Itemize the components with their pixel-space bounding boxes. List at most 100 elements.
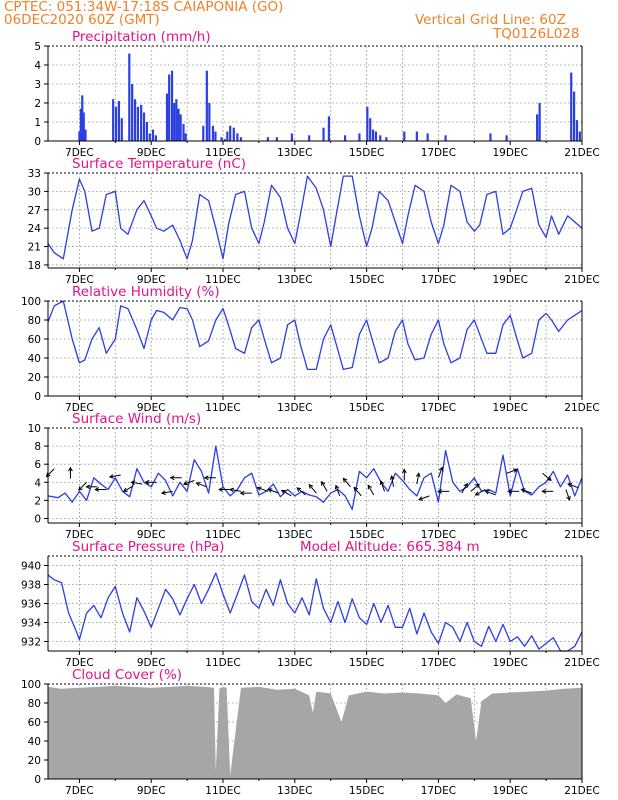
precip-xtick-label: 13DEC	[277, 147, 312, 159]
precip-bar	[415, 131, 418, 141]
precip-xtick-label: 21DEC	[564, 147, 599, 159]
precip-xtick-label: 19DEC	[492, 147, 527, 159]
precip-bar	[136, 106, 140, 141]
wind-arrow-head	[484, 490, 490, 495]
cloud-xtick-label: 15DEC	[349, 785, 384, 797]
wind-arrow	[131, 481, 143, 485]
wind-arrow	[308, 484, 317, 494]
precip-bar	[403, 131, 406, 141]
wind-arrow-head	[78, 486, 83, 491]
temp-ytick-label: 21	[28, 242, 41, 254]
wind-arrow-head	[203, 475, 209, 481]
wind-arrow	[257, 487, 269, 492]
precip-ytick-label: 5	[34, 41, 41, 53]
wind-arrow-head	[45, 472, 51, 478]
precip-bar	[112, 99, 115, 141]
press-xtick-label: 13DEC	[277, 657, 312, 669]
precip-xtick-label: 15DEC	[349, 147, 384, 159]
precip-bar	[266, 137, 269, 141]
wind-arrow-head	[546, 476, 552, 481]
press-xtick-label: 17DEC	[421, 657, 456, 669]
precip-bar	[573, 91, 576, 141]
precip-ytick-label: 4	[34, 60, 41, 72]
cloud-xtick-label: 19DEC	[492, 785, 527, 797]
wind-arrow-head	[108, 474, 114, 479]
precip-bar	[117, 101, 121, 141]
wind-arrow	[461, 483, 468, 494]
precip-bar	[226, 131, 229, 141]
wind-arrow	[542, 472, 552, 481]
cloud-xtick-label: 21DEC	[564, 785, 599, 797]
precip-bar	[179, 114, 182, 141]
precip-bar	[202, 125, 205, 141]
precip-bar	[128, 53, 131, 141]
precip-bar	[308, 135, 311, 141]
rh-ytick-label: 80	[28, 315, 41, 327]
temp-panel-title: Surface Temperature (nC)	[72, 156, 246, 172]
precip-bar	[239, 137, 243, 141]
wind-arrow-head	[507, 488, 512, 494]
wind-xtick-label: 11DEC	[205, 529, 240, 541]
precip-bar	[379, 135, 382, 141]
precip-bar	[366, 106, 369, 141]
precip-bar	[327, 116, 331, 141]
precip-bar	[154, 135, 157, 141]
wind-arrow-head	[418, 496, 424, 501]
temp-xtick-label: 19DEC	[492, 274, 527, 286]
wind-arrow-head	[401, 468, 407, 474]
wind-arrow-head	[415, 472, 421, 478]
wind-arrow	[485, 490, 497, 496]
cloud-xtick-label: 13DEC	[277, 785, 312, 797]
wind-arrow	[230, 488, 242, 492]
wind-arrow-head	[438, 466, 444, 472]
press-panel-title: Surface Pressure (hPa)	[72, 539, 225, 555]
precip-bar	[290, 133, 294, 141]
precip-bar	[358, 133, 361, 141]
wind-arrow-head	[379, 480, 385, 486]
cloud-ytick-label: 100	[21, 679, 41, 691]
temp-ytick-label: 33	[28, 168, 41, 180]
precip-ytick-label: 0	[34, 136, 41, 148]
wind-arrow	[321, 481, 328, 492]
wind-arrow-head	[475, 483, 480, 489]
wind-arrow	[416, 473, 420, 485]
station-header: CPTEC: 051:34W-17:18S CAIAPONIA (GO)	[4, 0, 284, 15]
precip-ytick-label: 3	[34, 79, 41, 91]
wind-arrow-head	[68, 466, 73, 472]
precip-bar	[114, 106, 118, 141]
precip-bar	[184, 133, 187, 141]
press-xtick-label: 21DEC	[564, 657, 599, 669]
wind-arrow-head	[267, 488, 273, 493]
wind-ytick-label: 8	[34, 441, 41, 453]
wind-arrow	[565, 489, 571, 501]
wind-arrow-head	[160, 490, 166, 495]
rh-xtick-label: 15DEC	[349, 402, 384, 414]
model-run-id: TQ0126L028	[493, 26, 580, 42]
precip-bar	[82, 112, 85, 141]
wind-xtick-label: 9DEC	[137, 529, 166, 541]
cloud-ytick-label: 20	[28, 755, 41, 767]
wind-arrow	[78, 481, 87, 491]
precip-bar	[220, 137, 223, 141]
wind-arrow-head	[308, 483, 314, 489]
precip-xtick-label: 9DEC	[137, 147, 166, 159]
press-ytick-label: 936	[21, 599, 41, 611]
wind-xtick-label: 19DEC	[492, 529, 527, 541]
temp-xtick-label: 21DEC	[564, 274, 599, 286]
wind-arrow	[353, 487, 362, 497]
wind-arrow	[123, 485, 134, 492]
wind-xtick-label: 13DEC	[277, 529, 312, 541]
wind-arrow	[367, 485, 375, 496]
temp-xtick-label: 15DEC	[349, 274, 384, 286]
cloud-panel-title: Cloud Cover (%)	[72, 667, 182, 683]
temp-xtick-label: 9DEC	[137, 274, 166, 286]
precip-bar	[175, 99, 178, 141]
wind-arrow-head	[334, 484, 340, 490]
wind-arrow-head	[566, 495, 571, 501]
wind-arrow	[335, 485, 341, 497]
press-xtick-label: 19DEC	[492, 657, 527, 669]
wind-xtick-label: 7DEC	[65, 529, 94, 541]
wind-arrow-head	[463, 482, 468, 488]
wind-arrow-head	[169, 475, 175, 481]
cloud-ytick-label: 60	[28, 717, 41, 729]
